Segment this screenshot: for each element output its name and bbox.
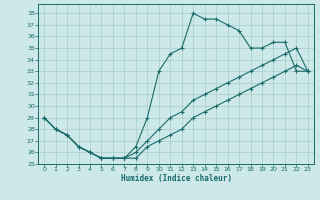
X-axis label: Humidex (Indice chaleur): Humidex (Indice chaleur) (121, 174, 231, 183)
